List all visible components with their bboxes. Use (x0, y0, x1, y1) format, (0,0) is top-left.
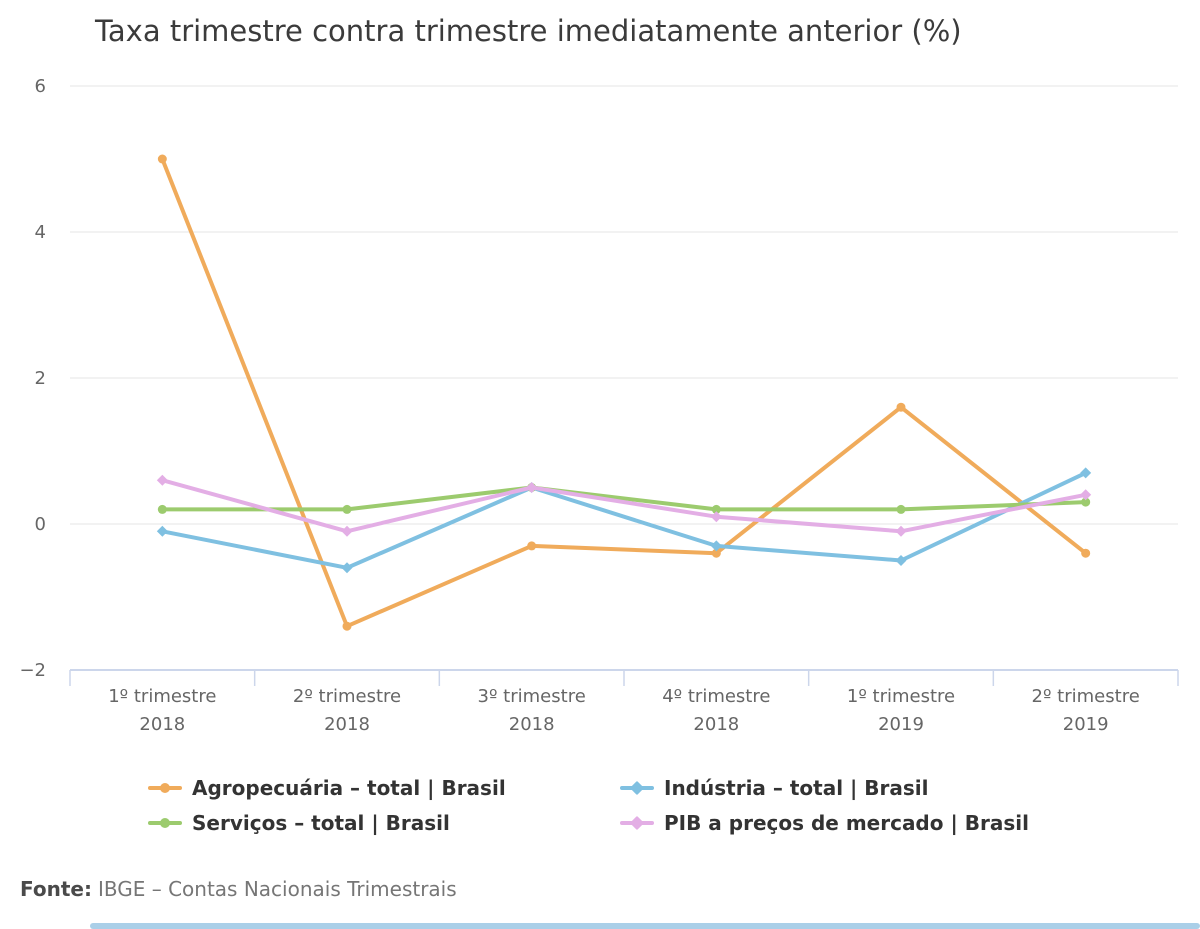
data-point[interactable] (710, 511, 722, 523)
x-category-label: 1º trimestre (108, 686, 216, 707)
diamond-marker-icon (629, 780, 645, 796)
legend-label: Indústria – total | Brasil (664, 776, 929, 800)
source-label: Fonte: (20, 877, 92, 901)
series-line-0[interactable] (160, 157, 1088, 629)
x-category-year: 2018 (509, 714, 555, 735)
legend-label: Serviços – total | Brasil (192, 811, 450, 835)
chart-title: Taxa trimestre contra trimestre imediata… (95, 14, 962, 48)
plot-area: 6 4 2 0 −2 1º trimestre 2018 2º trimestre 2018 3º… (19, 76, 1179, 735)
data-point[interactable] (711, 504, 721, 514)
x-category-label: 3º trimestre (478, 686, 586, 707)
legend: Agropecuária – total | Brasil Indústria –… (148, 776, 1029, 835)
data-point[interactable] (526, 482, 538, 493)
source-text: IBGE – Contas Nacionais Trimestrais (97, 877, 457, 901)
data-point[interactable] (711, 548, 721, 558)
horizontal-scrollbar[interactable] (90, 923, 1200, 929)
x-category-year: 2018 (324, 714, 370, 735)
legend-label: Agropecuária – total | Brasil (192, 776, 506, 800)
data-point[interactable] (342, 621, 352, 631)
data-point[interactable] (342, 504, 352, 514)
source-note: Fonte: IBGE – Contas Nacionais Trimestrai… (20, 877, 457, 901)
circle-marker-icon (160, 818, 170, 828)
y-tick-label: 4 (35, 222, 46, 243)
data-point[interactable] (710, 540, 722, 552)
x-category-year: 2019 (1063, 714, 1109, 735)
y-tick-label: 6 (35, 76, 46, 97)
series-line-1[interactable] (160, 470, 1088, 570)
y-tick-label: 2 (35, 368, 46, 389)
data-point[interactable] (341, 562, 353, 574)
data-point[interactable] (341, 525, 353, 537)
series-line-3[interactable] (160, 478, 1088, 534)
legend-item-2[interactable]: Serviços – total | Brasil (148, 811, 620, 835)
data-point[interactable] (157, 504, 167, 514)
data-point[interactable] (527, 541, 537, 551)
data-point[interactable] (156, 525, 168, 537)
legend-marker-icon (148, 818, 182, 828)
x-category-year: 2019 (878, 714, 924, 735)
data-point[interactable] (157, 154, 167, 164)
diamond-marker-icon (629, 815, 645, 831)
legend-marker-icon (620, 815, 654, 831)
data-point[interactable] (896, 402, 906, 412)
data-point[interactable] (896, 504, 906, 514)
data-point[interactable] (895, 525, 907, 537)
x-category-label: 1º trimestre (847, 686, 955, 707)
legend-item-0[interactable]: Agropecuária – total | Brasil (148, 776, 620, 800)
x-category-label: 2º trimestre (1032, 686, 1140, 707)
data-point[interactable] (1080, 467, 1092, 479)
x-category-label: 2º trimestre (293, 686, 401, 707)
data-point[interactable] (1081, 548, 1091, 558)
data-point[interactable] (895, 555, 907, 566)
x-category-label: 4º trimestre (662, 686, 770, 707)
x-category-year: 2018 (139, 714, 185, 735)
data-point[interactable] (1081, 497, 1091, 507)
legend-marker-icon (620, 780, 654, 796)
data-point[interactable] (156, 474, 168, 486)
data-point[interactable] (1080, 489, 1092, 501)
legend-item-1[interactable]: Indústria – total | Brasil (620, 776, 1029, 800)
y-tick-label: −2 (19, 660, 46, 681)
circle-marker-icon (160, 783, 170, 793)
y-tick-label: 0 (35, 514, 46, 535)
legend-marker-icon (148, 783, 182, 793)
legend-label: PIB a preços de mercado | Brasil (664, 811, 1029, 835)
series-line-2[interactable] (160, 485, 1088, 512)
x-category-year: 2018 (693, 714, 739, 735)
legend-item-3[interactable]: PIB a preços de mercado | Brasil (620, 811, 1029, 835)
